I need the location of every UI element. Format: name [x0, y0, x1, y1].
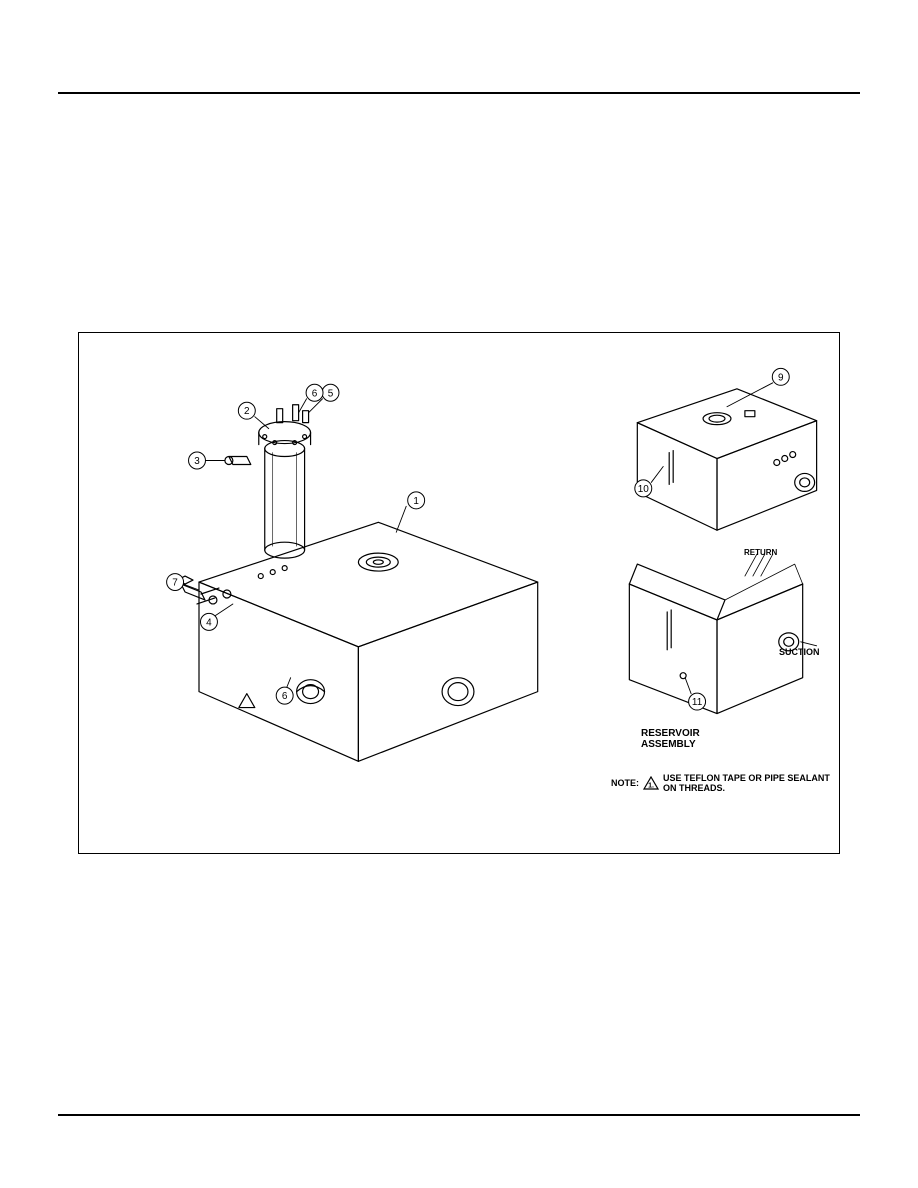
note-row: NOTE: 1. USE TEFLON TAPE OR PIPE SEALANT…	[611, 773, 839, 793]
svg-text:6: 6	[312, 388, 318, 399]
label-suction: SUCTION	[779, 647, 820, 657]
note-triangle-main	[239, 694, 255, 708]
main-reservoir	[177, 522, 538, 761]
figure-frame: 1 2 3 4 5 6 6 7 9 10 11 RETURN SUCTION R…	[78, 332, 840, 854]
svg-text:4: 4	[206, 617, 212, 628]
svg-text:9: 9	[778, 372, 784, 383]
svg-text:1: 1	[413, 496, 419, 507]
callout-balloons: 1 2 3 4 5 6 6 7 9 10 11	[167, 368, 790, 710]
svg-text:5: 5	[328, 388, 334, 399]
svg-text:10: 10	[638, 484, 650, 495]
note-marker-number: 1.	[648, 783, 654, 790]
manual-page: manualshive.com	[0, 0, 918, 1188]
svg-text:2: 2	[244, 406, 250, 417]
svg-text:7: 7	[172, 578, 178, 589]
secondary-reservoir-top	[637, 389, 816, 530]
note-prefix: NOTE:	[611, 778, 639, 788]
reservoir-cutaway	[629, 554, 802, 713]
note-text: USE TEFLON TAPE OR PIPE SEALANT ON THREA…	[663, 773, 839, 793]
svg-text:3: 3	[194, 456, 200, 467]
label-reservoir-l1: RESERVOIR	[641, 728, 700, 739]
bottom-rule	[58, 1114, 860, 1116]
top-rule	[58, 92, 860, 94]
label-reservoir-l2: ASSEMBLY	[641, 739, 696, 750]
label-return: RETURN	[744, 548, 777, 557]
label-reservoir: RESERVOIR ASSEMBLY	[641, 729, 700, 750]
warning-triangle-icon: 1.	[643, 776, 659, 790]
svg-text:11: 11	[692, 697, 703, 708]
svg-text:6: 6	[282, 691, 288, 702]
